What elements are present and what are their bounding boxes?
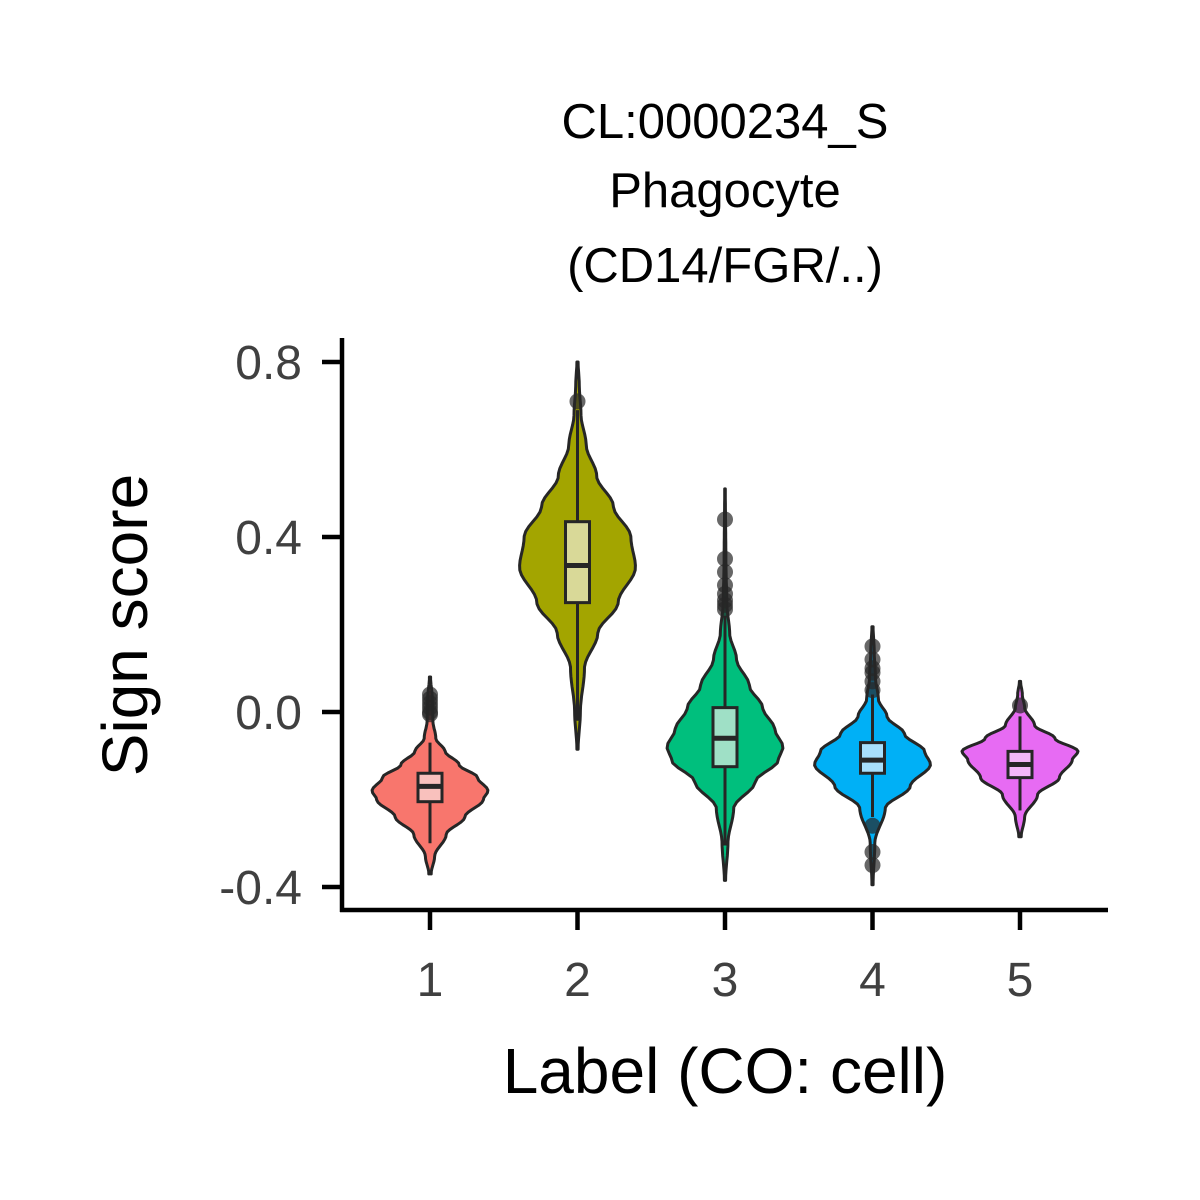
title-line-2: Phagocyte	[609, 164, 841, 218]
outlier-point	[1012, 697, 1028, 714]
outlier-point	[717, 511, 733, 528]
outlier-point	[422, 706, 438, 723]
outlier-point	[864, 844, 881, 860]
box-iqr	[564, 520, 591, 605]
outlier-point	[569, 393, 586, 410]
x-tick-label: 1	[417, 954, 444, 1007]
violin-group-1	[370, 675, 490, 876]
outlier-point	[717, 564, 733, 580]
x-tick-label: 5	[1007, 954, 1034, 1007]
violin-group-3	[665, 487, 785, 882]
outlier-point	[717, 601, 733, 618]
violin-group-4	[813, 625, 932, 887]
title-line-3: (CD14/FGR/..)	[567, 239, 883, 293]
y-tick-label: 0.4	[235, 512, 302, 565]
x-tick-label: 2	[564, 954, 591, 1007]
violin-group-5	[960, 679, 1080, 839]
outlier-point	[864, 857, 881, 874]
chart-title: CL:0000234_S Phagocyte (CD14/FGR/..)	[562, 95, 889, 293]
outlier-point	[864, 638, 881, 655]
y-tick-label: 0.0	[235, 687, 302, 740]
x-tick-label: 3	[712, 954, 739, 1007]
outlier-point	[864, 817, 881, 834]
y-tick-label: 0.8	[235, 337, 302, 390]
y-tick-label: -0.4	[219, 862, 302, 915]
outlier-point	[864, 682, 881, 699]
x-axis-ticks: 1 2 3 4 5	[417, 910, 1034, 1007]
y-axis-ticks: -0.4 0.0 0.4 0.8	[219, 337, 342, 915]
x-axis-title: Label (CO: cell)	[503, 1035, 948, 1107]
outlier-point	[717, 550, 733, 567]
title-line-1: CL:0000234_S	[562, 95, 889, 149]
x-tick-label: 4	[859, 954, 886, 1007]
violin-group-2	[518, 360, 637, 751]
plot-area	[370, 360, 1080, 887]
y-axis-title: Sign score	[89, 474, 161, 776]
